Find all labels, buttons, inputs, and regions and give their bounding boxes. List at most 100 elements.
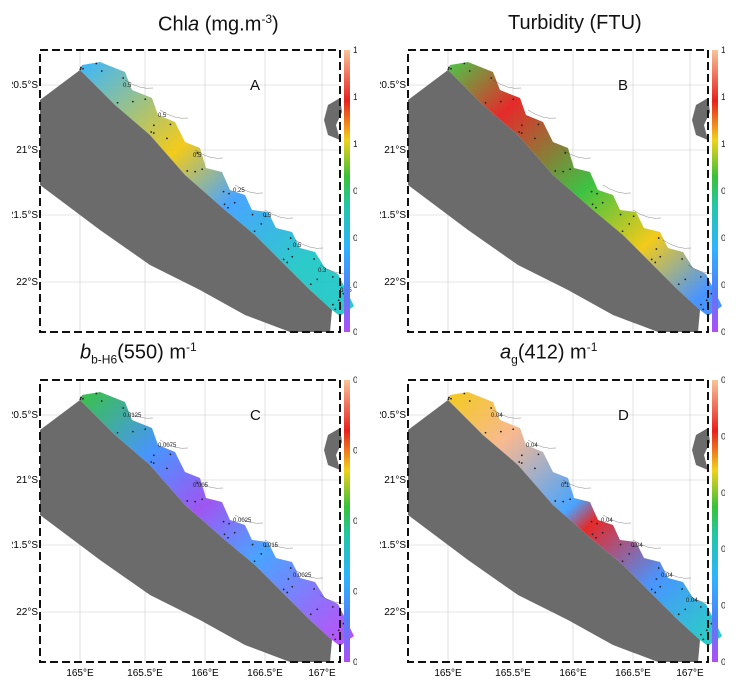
panel-d-title: ag(412) m-1 [500, 340, 598, 367]
colorbar [712, 50, 718, 332]
sample-point [313, 258, 315, 260]
contour-label: 0.04 [686, 598, 698, 604]
sample-point [186, 170, 189, 172]
sample-point [223, 533, 226, 536]
sample-point [233, 201, 236, 204]
sample-point [490, 77, 493, 79]
sample-point [152, 454, 155, 457]
sample-point [468, 70, 471, 72]
contour-line [234, 184, 264, 194]
colorbar-label: 0.01 [353, 516, 357, 526]
contour-line [194, 149, 224, 159]
contour-line [492, 79, 522, 89]
sample-point [82, 67, 84, 70]
contour-label: 0.0125 [123, 413, 142, 419]
colorbar-label: 0.0 [721, 601, 725, 611]
sample-point [116, 431, 119, 434]
sample-point [484, 101, 487, 104]
sample-point [331, 276, 334, 278]
sample-point [337, 299, 340, 302]
contour-line [124, 79, 154, 89]
sample-point [632, 215, 635, 218]
sample-point [166, 137, 168, 140]
contour-label: 0.0025 [293, 573, 312, 579]
sample-point [699, 276, 702, 278]
contour-line [527, 439, 557, 449]
colorbar-label: 1.5 [721, 45, 725, 55]
sample-point [499, 430, 502, 433]
sample-point [554, 170, 557, 172]
contour-line [124, 409, 154, 419]
contour-line [662, 569, 692, 579]
sample-point [201, 168, 204, 171]
land-mass [40, 400, 332, 662]
sample-point [700, 303, 702, 306]
sample-point [80, 396, 82, 399]
sample-point [228, 192, 230, 195]
sample-point [264, 215, 267, 218]
contour-line [294, 239, 324, 249]
sample-point [152, 124, 155, 127]
sample-point [313, 588, 315, 590]
colorbar-label: 0 [721, 657, 725, 667]
sample-point [591, 203, 594, 206]
sample-point [463, 392, 466, 395]
sample-point [710, 622, 713, 625]
sample-point [518, 461, 521, 463]
sample-point [342, 622, 345, 625]
sample-point [621, 230, 624, 233]
sample-point [260, 222, 263, 225]
panel-b-title: Turbidity (FTU) [508, 12, 642, 34]
sample-point [309, 613, 312, 616]
sample-point [650, 588, 653, 591]
contour-line [234, 514, 264, 524]
sample-point [632, 545, 635, 548]
colorbar-label: 0.0 [721, 488, 725, 498]
sample-point [484, 431, 487, 434]
colorbar-label: 0.015 [353, 446, 357, 456]
sample-point [291, 585, 294, 588]
sample-point [681, 588, 683, 590]
lon-tick-label: 165°E [66, 668, 94, 679]
sample-point [518, 131, 521, 133]
colorbar-label: 1.25 [353, 92, 357, 102]
sample-point [595, 536, 597, 539]
sample-point [79, 398, 82, 401]
sample-point [282, 258, 285, 261]
sample-point [537, 453, 540, 456]
lon-tick-label: 166°E [559, 668, 587, 679]
lat-tick-label: 21°S [16, 475, 38, 486]
contour-line [632, 209, 662, 219]
sample-point [657, 567, 660, 569]
sample-point [342, 292, 345, 295]
contour-label: 0.25 [233, 188, 245, 194]
sample-point [512, 98, 515, 101]
sample-point [316, 278, 319, 281]
sample-point [332, 303, 334, 306]
contour-line [294, 569, 324, 579]
sample-point [564, 152, 567, 154]
sample-point [286, 261, 289, 264]
contour-label: 0.5 [263, 213, 272, 219]
sample-point [152, 132, 155, 134]
lon-tick-label: 165.5°E [127, 668, 163, 679]
colorbar-label: 0.25 [721, 280, 725, 290]
colorbar [344, 50, 350, 332]
sample-point [569, 168, 572, 171]
contour-line [194, 479, 224, 489]
sample-point [334, 638, 337, 641]
sample-point [289, 237, 292, 239]
sample-point [534, 137, 536, 140]
lon-tick-label: 165°E [434, 668, 462, 679]
sample-point [628, 222, 631, 225]
sample-point [699, 606, 702, 608]
sample-point [316, 608, 319, 611]
contour-line [492, 409, 522, 419]
sample-point [80, 66, 82, 69]
sample-point [264, 545, 267, 548]
sample-point [223, 203, 226, 206]
sample-point [447, 68, 450, 71]
sample-point [309, 283, 312, 286]
sample-point [499, 100, 502, 103]
contour-line [159, 109, 189, 119]
